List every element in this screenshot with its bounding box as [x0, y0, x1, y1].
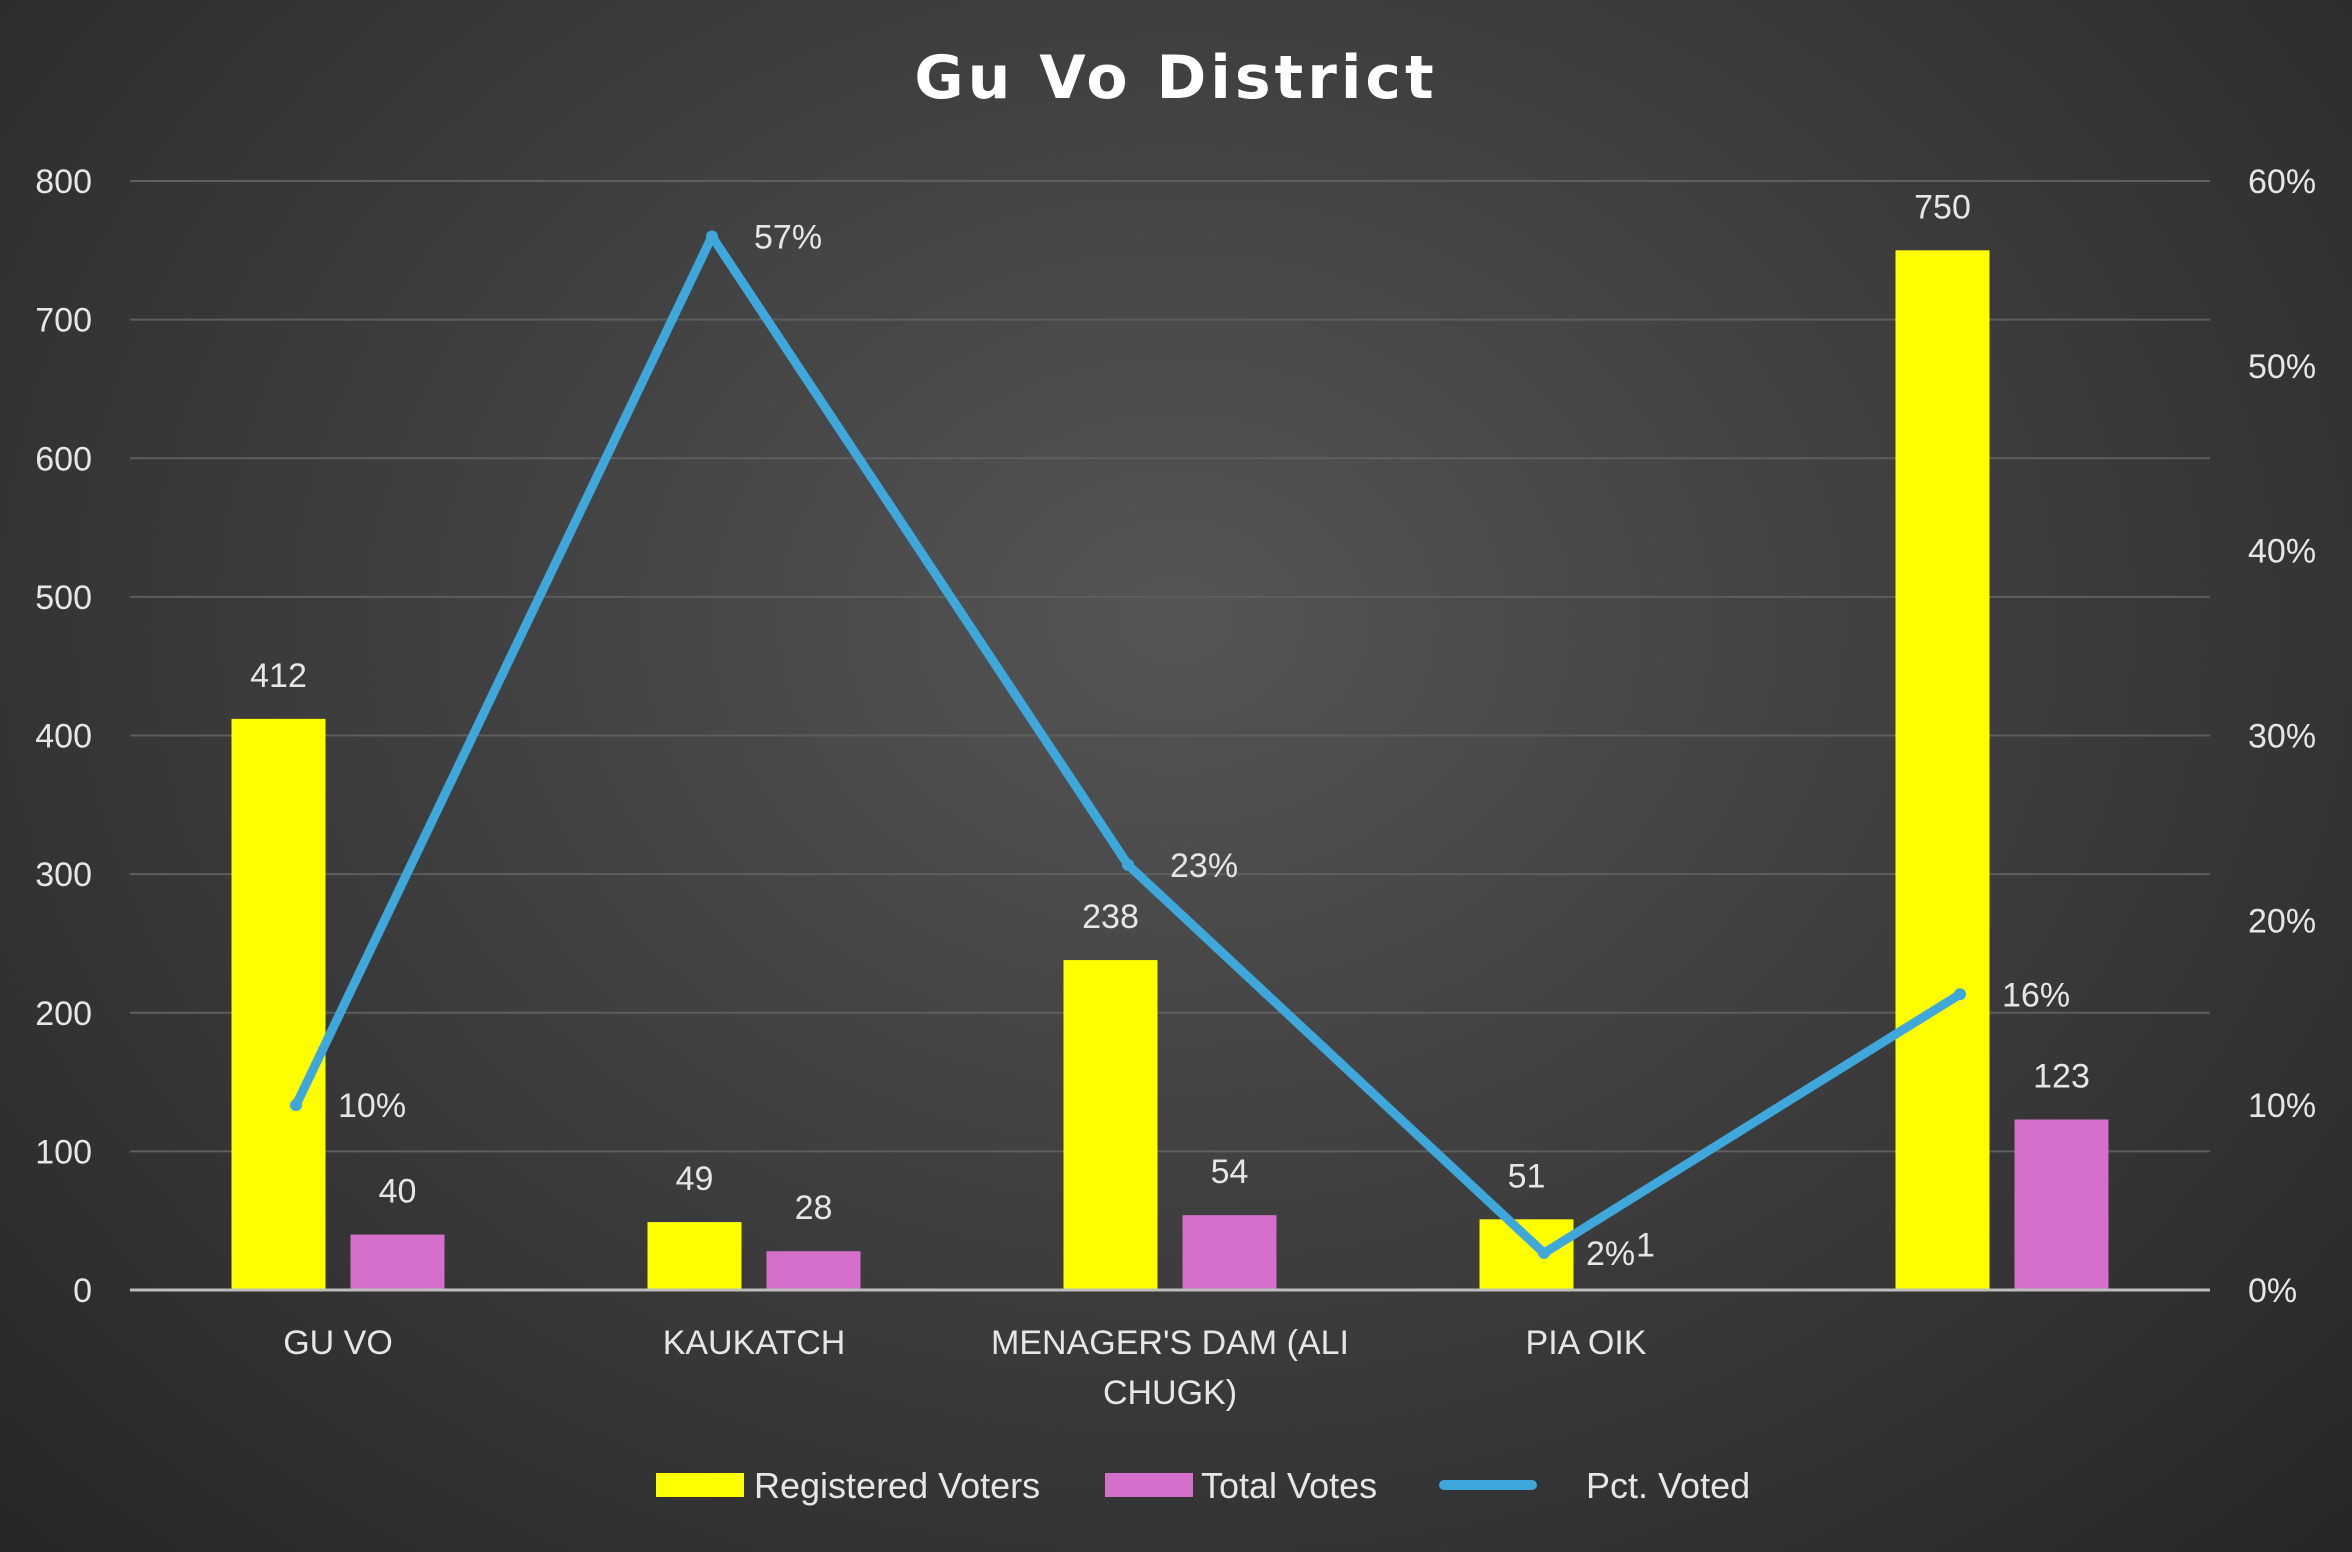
legend-label-total-votes: Total Votes: [1201, 1465, 1377, 1506]
y-tick-label: 600: [35, 440, 92, 478]
x-axis-labels: GU VO KAUKATCH MENAGER'S DAM (ALI CHUGK) PIA…: [283, 1324, 1647, 1412]
pct-voted-point: [1122, 858, 1134, 871]
x-tick-label: CHUGK): [1103, 1374, 1237, 1412]
y2-tick-label: 10%: [2248, 1087, 2316, 1125]
data-label-total-votes: 54: [1211, 1153, 1249, 1191]
pct-voted-point: [1954, 988, 1966, 1001]
data-label-pct-voted: 57%: [754, 218, 822, 256]
y2-tick-label: 60%: [2248, 163, 2316, 201]
legend-label-registered-voters: Registered Voters: [754, 1465, 1040, 1506]
data-label-total-votes: 1: [1636, 1227, 1655, 1265]
bar-total-votes: [766, 1251, 861, 1290]
y2-tick-label: 20%: [2248, 902, 2316, 940]
bar-total-votes: [350, 1234, 445, 1290]
y-tick-label: 500: [35, 579, 92, 617]
x-tick-label: MENAGER'S DAM (ALI: [991, 1324, 1349, 1362]
data-label-registered-voters: 238: [1082, 898, 1139, 936]
y2-tick-label: 40%: [2248, 533, 2316, 571]
bar-registered-voters: [647, 1222, 742, 1290]
data-label-pct-voted: 23%: [1170, 847, 1238, 885]
x-tick-label: PIA OIK: [1526, 1324, 1647, 1362]
x-tick-label: GU VO: [283, 1324, 393, 1362]
y-tick-label: 100: [35, 1133, 92, 1171]
y-axis-left: 0 100 200 300 400 500 600 700 800: [35, 163, 92, 1310]
y-tick-label: 800: [35, 163, 92, 201]
y-tick-label: 400: [35, 718, 92, 756]
y-axis-right: 0% 10% 20% 30% 40% 50% 60%: [2248, 163, 2316, 1310]
chart-title: Gu Vo District: [914, 43, 1437, 113]
data-label-registered-voters: 49: [676, 1160, 714, 1198]
y-tick-label: 700: [35, 302, 92, 340]
legend: Registered Voters Total Votes Pct. Voted: [656, 1465, 1750, 1506]
data-label-registered-voters: 750: [1914, 188, 1971, 226]
legend-label-pct-voted: Pct. Voted: [1586, 1465, 1750, 1506]
y2-tick-label: 0%: [2248, 1272, 2297, 1310]
pct-voted-point: [290, 1099, 302, 1112]
bar-total-votes: [2014, 1119, 2109, 1290]
legend-swatch-registered-voters: [656, 1473, 744, 1497]
data-label-registered-voters: 412: [250, 657, 307, 695]
data-label-total-votes: 40: [379, 1173, 417, 1211]
y-tick-label: 0: [73, 1272, 92, 1310]
data-label-registered-voters: 51: [1508, 1157, 1546, 1195]
pct-voted-point: [706, 230, 718, 243]
legend-swatch-total-votes: [1105, 1473, 1193, 1497]
y2-tick-label: 50%: [2248, 348, 2316, 386]
data-label-pct-voted: 2%: [1586, 1235, 1635, 1273]
data-labels: 412 40 49 28 238 54 51 1 750 123 10% 57% 23% 2% 16%: [250, 188, 2090, 1273]
y2-tick-label: 30%: [2248, 718, 2316, 756]
bars: [231, 250, 2109, 1290]
data-label-pct-voted: 16%: [2002, 976, 2070, 1014]
pct-voted-point: [1538, 1247, 1550, 1260]
y-tick-label: 300: [35, 856, 92, 894]
data-label-pct-voted: 10%: [338, 1087, 406, 1125]
bar-registered-voters: [231, 718, 326, 1290]
x-tick-label: KAUKATCH: [663, 1324, 846, 1362]
bar-registered-voters: [1479, 1219, 1574, 1290]
data-label-total-votes: 28: [795, 1189, 833, 1227]
bar-total-votes: [1182, 1215, 1277, 1290]
y-tick-label: 200: [35, 995, 92, 1033]
data-label-total-votes: 123: [2033, 1057, 2090, 1095]
bar-registered-voters: [1063, 960, 1158, 1290]
pct-voted-line: [290, 230, 1966, 1260]
bar-registered-voters: [1895, 250, 1990, 1290]
